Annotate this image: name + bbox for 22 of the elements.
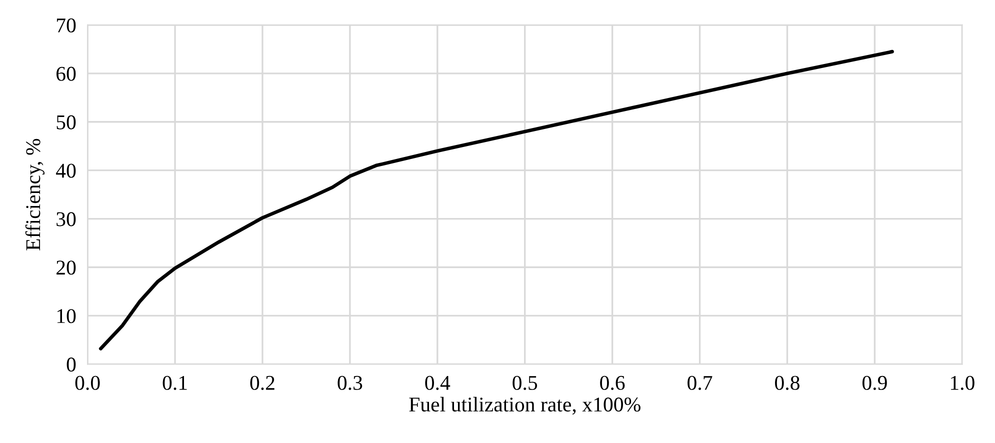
y-tick-label: 0 (66, 358, 76, 372)
x-tick-label: 0.7 (688, 376, 712, 390)
x-tick-label: 0.0 (75, 376, 100, 390)
x-tick-label: 0.3 (338, 376, 362, 390)
y-tick-label: 20 (56, 260, 76, 275)
x-tick-label: 0.2 (250, 376, 274, 390)
x-tick-label: 0.5 (512, 376, 538, 390)
y-tick-label: 30 (56, 212, 76, 226)
x-tick-label: 0.4 (425, 376, 450, 390)
x-tick-label: 0.8 (775, 376, 800, 390)
y-tick-label: 40 (56, 164, 76, 178)
y-tick-label: 70 (56, 18, 76, 32)
x-tick-label: 0.9 (862, 376, 887, 390)
line-series (98, 50, 894, 350)
y-tick-label: 50 (56, 115, 76, 130)
y-tick-label: 60 (56, 66, 76, 81)
y-axis-title: Efficiency, % (25, 138, 45, 250)
x-tick-label: 0.6 (600, 376, 625, 390)
y-tick-label: 10 (57, 309, 76, 324)
x-tick-label: 1.0 (950, 376, 974, 390)
x-tick-label: 0.1 (162, 376, 187, 390)
x-axis-title: Fuel utilization rate, x100% (409, 396, 640, 415)
